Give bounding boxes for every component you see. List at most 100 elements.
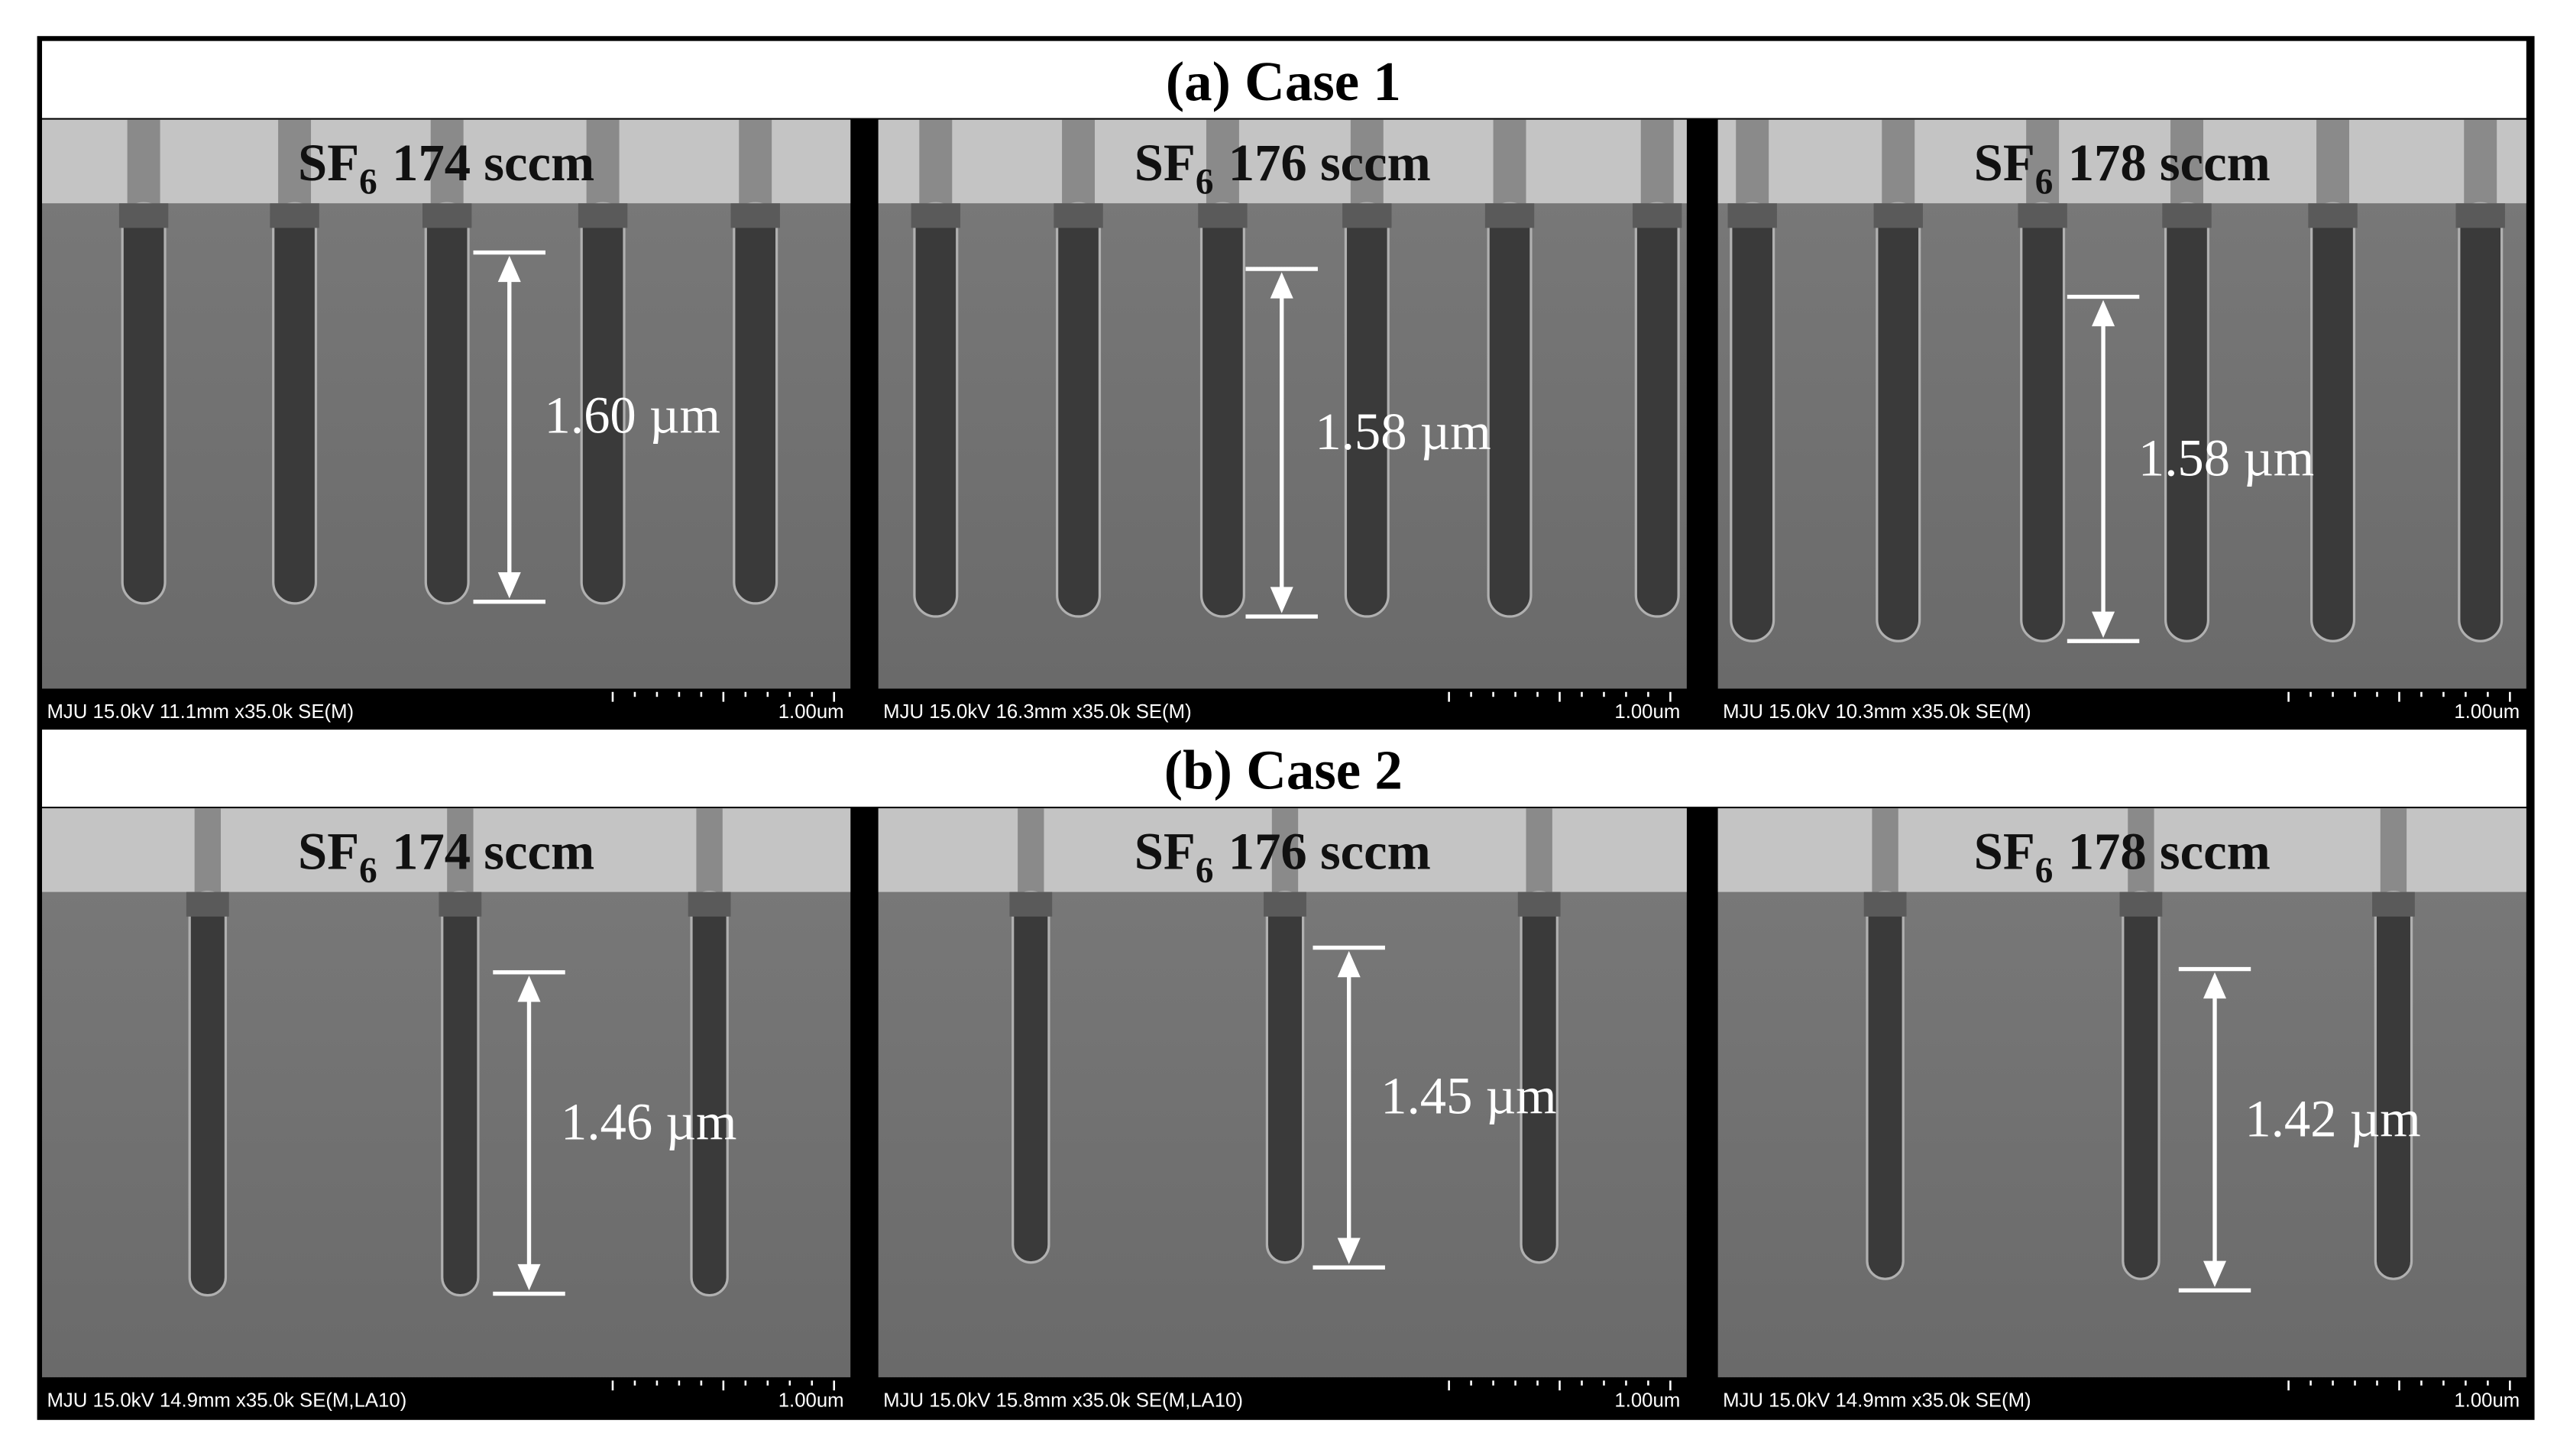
trench-top bbox=[1493, 119, 1526, 204]
arrow-head bbox=[1337, 1238, 1361, 1264]
trench bbox=[2122, 891, 2161, 1280]
sem-panel: MJU 15.0kV 14.9mm x35.0k SE(M,LA10) 1.00u… bbox=[42, 808, 851, 1416]
sem-footer bbox=[42, 688, 851, 726]
sem-footer bbox=[1717, 1377, 2526, 1416]
trench-top bbox=[739, 119, 772, 204]
trench-mask bbox=[439, 891, 482, 917]
depth-label: 1.60 µm bbox=[545, 387, 720, 445]
trench bbox=[1866, 891, 1905, 1280]
trench bbox=[1730, 202, 1775, 642]
trench-mask bbox=[2455, 203, 2505, 228]
trench-mask bbox=[2018, 203, 2067, 228]
scale-label: 1.00um bbox=[1614, 701, 1680, 723]
gas-subscript: 6 bbox=[2035, 162, 2054, 202]
trench-top bbox=[1062, 119, 1096, 204]
trench-mask bbox=[1633, 203, 1682, 228]
trench bbox=[733, 202, 778, 605]
trench-top bbox=[1872, 808, 1898, 892]
trench-mask bbox=[1727, 203, 1777, 228]
sem-top-band bbox=[1717, 119, 2526, 204]
trench-mask bbox=[730, 203, 780, 228]
depth-label: 1.45 µm bbox=[1380, 1066, 1556, 1124]
flow: 174 sccm bbox=[392, 823, 594, 881]
trench-mask bbox=[118, 203, 169, 228]
gas: SF bbox=[1974, 823, 2035, 881]
trench-mask bbox=[2372, 891, 2415, 917]
sem-info: MJU 15.0kV 11.1mm x35.0k SE(M) bbox=[47, 701, 354, 723]
trench bbox=[2020, 202, 2066, 642]
gas: SF bbox=[298, 823, 359, 881]
gas: SF bbox=[1134, 823, 1196, 881]
trench bbox=[441, 891, 480, 1297]
trench-top bbox=[430, 119, 464, 204]
scale-label: 1.00um bbox=[2454, 701, 2520, 723]
trench-mask bbox=[270, 203, 319, 228]
scale-label: 1.00um bbox=[778, 701, 844, 723]
trench-top bbox=[447, 808, 474, 892]
gas: SF bbox=[1974, 134, 2035, 192]
sem-panel: MJU 15.0kV 16.3mm x35.0k SE(M) 1.00um SF6 1… bbox=[878, 119, 1687, 726]
section-title: (b) Case 2 bbox=[1164, 739, 1403, 801]
trench-top bbox=[919, 119, 953, 204]
section-title-band bbox=[42, 40, 2526, 118]
trench-mask bbox=[1517, 891, 1561, 917]
trench bbox=[1056, 202, 1102, 618]
depth-label: 1.42 µm bbox=[2245, 1089, 2420, 1147]
trench-top bbox=[278, 119, 312, 204]
trench-mask bbox=[2162, 203, 2212, 228]
gas-subscript: 6 bbox=[359, 851, 377, 891]
trench-mask bbox=[2308, 203, 2358, 228]
arrow-head bbox=[517, 976, 541, 1002]
condition-label: SF6 176 sccm bbox=[1134, 134, 1431, 202]
trench bbox=[1199, 202, 1245, 618]
sem-body bbox=[1717, 119, 2526, 689]
trench-mask bbox=[1863, 891, 1907, 917]
gas: SF bbox=[1134, 134, 1196, 192]
condition-label: SF6 174 sccm bbox=[298, 823, 594, 891]
trench bbox=[272, 202, 318, 605]
trench-mask bbox=[578, 203, 628, 228]
arrow-head bbox=[497, 572, 521, 599]
trench bbox=[2164, 202, 2210, 642]
depth-label: 1.58 µm bbox=[2138, 429, 2314, 487]
trench-mask bbox=[911, 203, 961, 228]
sem-info: MJU 15.0kV 15.8mm x35.0k SE(M,LA10) bbox=[883, 1390, 1243, 1412]
trench bbox=[1011, 891, 1050, 1264]
trench-top bbox=[2464, 119, 2497, 204]
trench bbox=[121, 202, 167, 605]
condition-label: SF6 178 sccm bbox=[1974, 823, 2271, 891]
sem-footer bbox=[878, 688, 1687, 726]
trench-top bbox=[1640, 119, 1674, 204]
trench-top bbox=[2128, 808, 2154, 892]
trench-top bbox=[1018, 808, 1044, 892]
sem-footer bbox=[1717, 688, 2526, 726]
trench bbox=[1487, 202, 1533, 618]
trench-top bbox=[1350, 119, 1384, 204]
flow: 174 sccm bbox=[392, 134, 594, 192]
trench bbox=[913, 202, 959, 618]
sem-info: MJU 15.0kV 10.3mm x35.0k SE(M) bbox=[1723, 701, 2031, 723]
trench bbox=[2310, 202, 2356, 642]
sem-footer bbox=[42, 1377, 851, 1416]
section-title-band bbox=[42, 730, 2526, 807]
gas-subscript: 6 bbox=[359, 162, 377, 202]
condition-label: SF6 174 sccm bbox=[298, 134, 594, 202]
flow: 178 sccm bbox=[2068, 823, 2271, 881]
gas-subscript: 6 bbox=[1196, 851, 1214, 891]
sem-info: MJU 15.0kV 16.3mm x35.0k SE(M) bbox=[883, 701, 1192, 723]
arrow-head bbox=[497, 255, 521, 283]
gas: SF bbox=[298, 134, 359, 192]
condition-label: SF6 178 sccm bbox=[1974, 134, 2271, 202]
arrow-head bbox=[2203, 1260, 2227, 1287]
trench bbox=[2458, 202, 2504, 642]
scale-label: 1.00um bbox=[778, 1390, 844, 1412]
trench-top bbox=[1736, 119, 1769, 204]
arrow-head bbox=[2203, 972, 2227, 999]
depth-label: 1.46 µm bbox=[561, 1093, 736, 1151]
sem-info: MJU 15.0kV 14.9mm x35.0k SE(M) bbox=[1723, 1390, 2031, 1412]
trench-mask bbox=[186, 891, 229, 917]
